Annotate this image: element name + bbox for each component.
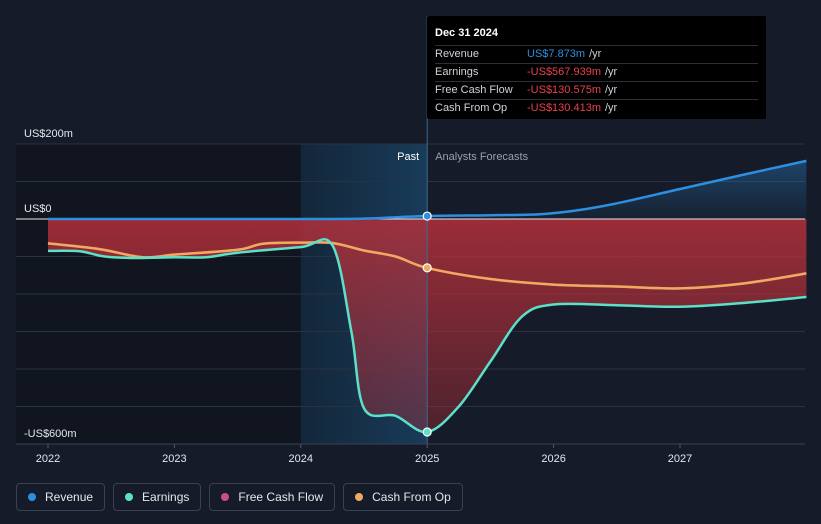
series-line-cash-from-op: [47, 241, 807, 290]
markers: [422, 211, 432, 437]
forecast-label: Analysts Forecasts: [435, 151, 528, 163]
legend-label: Free Cash Flow: [238, 490, 324, 504]
legend-item-cash-from-op[interactable]: Cash From Op: [343, 483, 463, 511]
legend-item-revenue[interactable]: Revenue: [16, 483, 106, 511]
x-tick-label: 2026: [541, 453, 565, 465]
x-tick-label: 2022: [36, 453, 60, 465]
tooltip-unit: /yr: [589, 48, 602, 60]
tooltip-row-free-cash-flow: Free Cash Flow -US$130.575m /yr: [435, 81, 758, 99]
series-lines: [47, 159, 807, 434]
x-axis-labels: 2022 2023 2024 2025 2026 2027: [16, 443, 805, 465]
legend-label: Revenue: [45, 490, 94, 504]
tooltip-unit: /yr: [605, 66, 618, 78]
tooltip-unit: /yr: [605, 84, 618, 96]
tooltip-value: -US$130.413m: [527, 102, 601, 114]
legend-label: Earnings: [142, 490, 190, 504]
legend-dot-icon: [125, 493, 134, 501]
legend-item-free-cash-flow[interactable]: Free Cash Flow: [209, 483, 336, 511]
tooltip-unit: /yr: [605, 102, 618, 114]
legend: Revenue Earnings Free Cash Flow Cash Fro…: [16, 483, 463, 511]
y-axis-labels: US$200m US$0 -US$600m: [24, 128, 77, 440]
legend-label: Cash From Op: [372, 490, 451, 504]
tooltip: Dec 31 2024 Revenue US$7.873m /yr Earnin…: [427, 16, 766, 119]
tooltip-row-earnings: Earnings -US$567.939m /yr: [435, 63, 758, 81]
marker-cash-from-op: [422, 263, 432, 273]
x-tick-label: 2023: [162, 453, 186, 465]
tooltip-label: Free Cash Flow: [435, 84, 513, 96]
tooltip-row-cash-from-op: Cash From Op -US$130.413m /yr: [435, 99, 758, 117]
legend-dot-icon: [355, 493, 364, 501]
series-line-earnings: [47, 238, 807, 434]
legend-dot-icon: [221, 493, 230, 501]
tooltip-date: Dec 31 2024: [435, 27, 498, 39]
marker-revenue: [422, 211, 432, 221]
tooltip-row-revenue: Revenue US$7.873m /yr: [435, 45, 758, 63]
x-tick-label: 2025: [415, 453, 439, 465]
tooltip-label: Cash From Op: [435, 102, 508, 114]
tooltip-value: -US$130.575m: [527, 84, 601, 96]
past-label: Past: [397, 151, 419, 163]
y-tick-label: -US$600m: [24, 428, 77, 440]
series-line-revenue: [47, 159, 807, 221]
y-tick-label: US$200m: [24, 128, 73, 140]
tooltip-label: Earnings: [435, 66, 479, 78]
x-tick-label: 2024: [289, 453, 313, 465]
tooltip-label: Revenue: [435, 48, 480, 60]
legend-item-earnings[interactable]: Earnings: [113, 483, 202, 511]
marker-earnings: [422, 427, 432, 437]
tooltip-value: -US$567.939m: [527, 66, 601, 78]
legend-dot-icon: [28, 493, 36, 501]
x-tick-label: 2027: [668, 453, 692, 465]
tooltip-value: US$7.873m: [527, 48, 586, 60]
y-tick-label: US$0: [24, 203, 52, 215]
